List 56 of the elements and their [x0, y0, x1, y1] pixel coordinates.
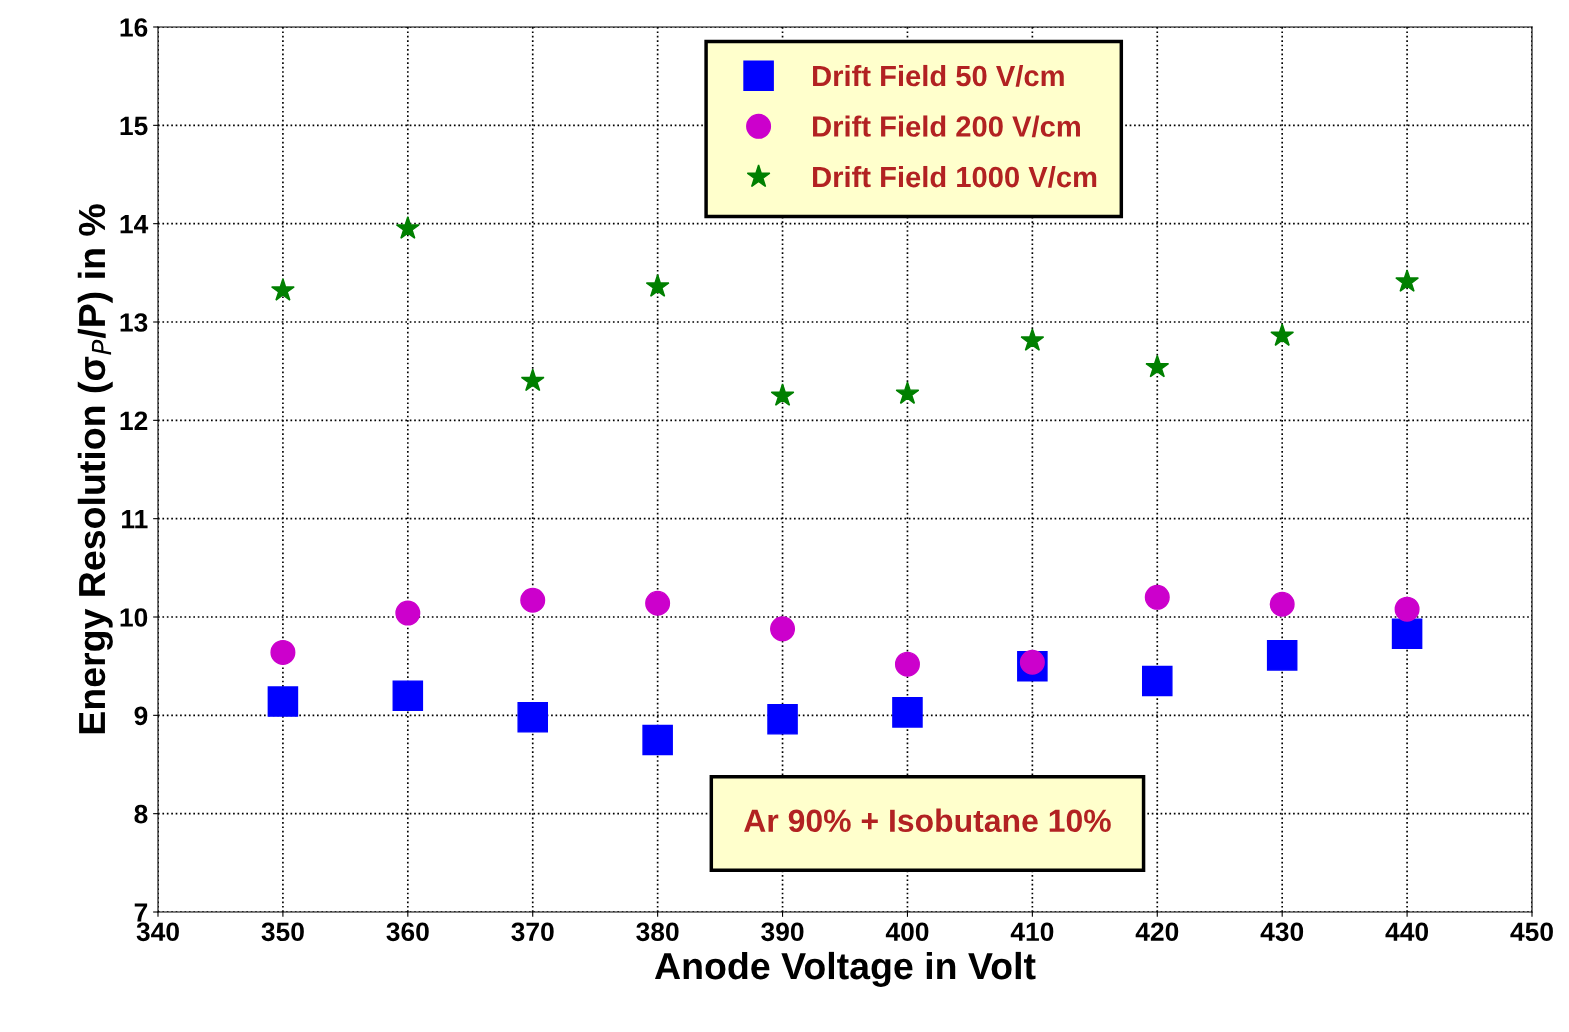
- point: [1270, 323, 1295, 347]
- y-tick-label: 10: [120, 608, 148, 627]
- y-tick-label: 13: [120, 313, 148, 332]
- point: [520, 368, 545, 392]
- y-tick-label: 8: [134, 804, 148, 824]
- x-tick-label: 390: [761, 922, 804, 942]
- point: [770, 616, 796, 642]
- point: [395, 600, 421, 626]
- point: [1145, 354, 1170, 378]
- point: [770, 383, 795, 406]
- y-tick-label: 12: [120, 411, 148, 430]
- point: [645, 274, 670, 297]
- x-tick-label: 360: [386, 922, 429, 942]
- point: [395, 216, 420, 239]
- x-tick-label: 420: [1135, 922, 1179, 942]
- legend-label: Drift Field 200 V/cm: [813, 115, 1080, 138]
- x-axis-title: Anode Voltage in Volt: [654, 951, 1036, 987]
- point: [894, 651, 920, 677]
- point: [1020, 328, 1045, 351]
- x-tick-label: 400: [885, 922, 929, 942]
- y-axis-title: Energy Resolution (σ$_{P}$/P) in %: [77, 204, 113, 734]
- y-tick-label: 16: [120, 18, 148, 37]
- x-tick-label: 350: [261, 922, 304, 942]
- point: [645, 590, 671, 616]
- point: [642, 724, 673, 756]
- annotation: Ar 90% + Isobutane 10%: [744, 808, 1111, 833]
- point: [392, 680, 424, 711]
- x-tick-label: 370: [511, 922, 554, 942]
- y-tick-label: 9: [134, 706, 148, 726]
- point: [767, 703, 798, 735]
- legend-label: Drift Field 1000 V/cm: [813, 165, 1097, 188]
- y-tick-label: 11: [122, 510, 148, 529]
- x-tick-label: 450: [1510, 922, 1553, 942]
- point: [895, 381, 920, 405]
- y-tick-label: 15: [120, 116, 148, 136]
- point: [892, 697, 923, 728]
- point: [1394, 596, 1420, 622]
- point: [267, 686, 299, 717]
- point: [1144, 584, 1170, 610]
- point: [517, 702, 549, 733]
- legend-label: Drift Field 50 V/cm: [813, 64, 1064, 87]
- point: [1395, 269, 1420, 292]
- point: [1141, 665, 1173, 697]
- y-tick-label: 14: [120, 215, 149, 234]
- x-tick-label: 430: [1260, 922, 1304, 942]
- point: [1269, 591, 1295, 617]
- point: [1266, 640, 1298, 671]
- point: [520, 587, 546, 613]
- point: [1391, 618, 1423, 649]
- point: [270, 278, 295, 301]
- x-tick-label: 440: [1385, 922, 1429, 942]
- point: [270, 639, 296, 665]
- x-tick-label: 380: [636, 922, 679, 942]
- y-tick-label: 7: [134, 903, 148, 922]
- x-tick-label: 410: [1010, 922, 1054, 942]
- x-tick-label: 340: [136, 922, 179, 942]
